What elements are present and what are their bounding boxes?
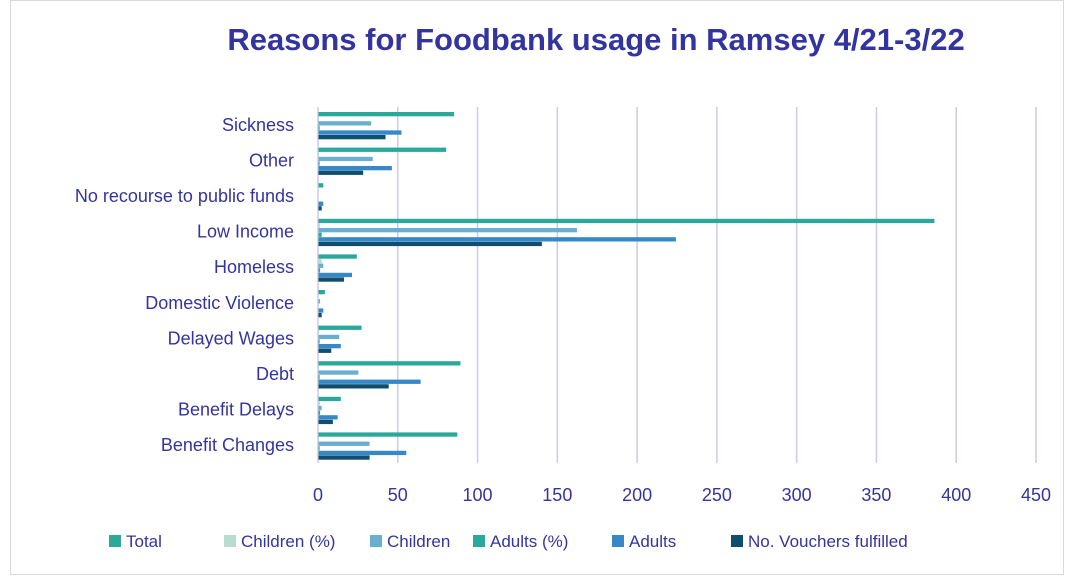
bar (319, 157, 373, 161)
legend-label: Adults (%) (490, 532, 568, 551)
chart-frame: Reasons for Foodbank usage in Ramsey 4/2… (10, 0, 1064, 575)
bar (319, 308, 324, 312)
chart-svg: Reasons for Foodbank usage in Ramsey 4/2… (11, 1, 1065, 576)
category-label: No recourse to public funds (75, 186, 294, 206)
bar (319, 397, 341, 401)
x-tick-label: 250 (702, 485, 732, 505)
bar (319, 313, 322, 317)
legend-swatch (731, 535, 743, 547)
bar (319, 401, 321, 405)
category-label: Debt (256, 364, 294, 384)
bar (319, 455, 370, 459)
bar (319, 161, 320, 165)
bar (319, 344, 341, 348)
bar (319, 242, 542, 246)
bar (319, 228, 577, 232)
x-tick-labels: 0 50 100 150 200 250 300 350 400 450 (313, 485, 1051, 505)
legend: Total Children (%) Children Adults (%) Adult… (109, 532, 908, 551)
bar (319, 254, 357, 258)
x-tick-label: 450 (1021, 485, 1051, 505)
bar (319, 290, 325, 294)
bar (319, 268, 321, 272)
bar (319, 259, 322, 263)
bar (319, 135, 386, 139)
x-tick-label: 150 (542, 485, 572, 505)
bar (319, 384, 389, 388)
legend-swatch (473, 535, 485, 547)
bar (319, 335, 340, 339)
bar (319, 349, 332, 353)
chart-title: Reasons for Foodbank usage in Ramsey 4/2… (227, 22, 964, 57)
bar (319, 148, 447, 152)
x-tick-label: 50 (388, 485, 408, 505)
category-label: Domestic Violence (145, 293, 294, 313)
x-tick-label: 200 (622, 485, 652, 505)
category-label: Benefit Delays (178, 400, 294, 420)
bar (319, 112, 455, 116)
x-tick-label: 300 (782, 485, 812, 505)
bar (319, 171, 364, 175)
category-label: Sickness (222, 115, 294, 135)
category-label: Low Income (197, 222, 294, 242)
legend-label: Children (%) (241, 532, 335, 551)
bar (319, 411, 321, 415)
bar (319, 432, 458, 436)
legend-swatch (370, 535, 382, 547)
bar (319, 420, 333, 424)
bar (319, 442, 370, 446)
bar (319, 264, 324, 268)
x-tick-label: 100 (463, 485, 493, 505)
legend-label: Children (387, 532, 450, 551)
bar (319, 130, 402, 134)
x-tick-label: 0 (313, 485, 323, 505)
bar (319, 406, 322, 410)
bar (319, 206, 322, 210)
bar (319, 299, 321, 303)
bar (319, 126, 320, 130)
bar (319, 237, 676, 241)
bar (319, 273, 353, 277)
legend-label: Adults (629, 532, 676, 551)
legend-label: No. Vouchers fulfilled (748, 532, 908, 551)
bar (319, 121, 372, 125)
bar (319, 326, 362, 330)
legend-label: Total (126, 532, 162, 551)
bar (319, 219, 935, 223)
bar (319, 361, 461, 365)
legend-swatch (224, 535, 236, 547)
category-label: Delayed Wages (168, 328, 294, 348)
bar (319, 166, 392, 170)
grid-layer (318, 107, 1036, 463)
bar (319, 380, 421, 384)
category-label: Benefit Changes (161, 435, 294, 455)
bars-layer (319, 112, 935, 460)
bar (319, 375, 320, 379)
bar (319, 202, 324, 206)
category-labels: Sickness Other No recourse to public funds… (75, 115, 294, 455)
category-label: Homeless (214, 257, 294, 277)
bar (319, 277, 345, 281)
category-label: Other (249, 150, 294, 170)
bar (319, 183, 324, 187)
x-tick-label: 350 (861, 485, 891, 505)
bar (319, 223, 321, 227)
x-tick-label: 400 (941, 485, 971, 505)
bar (319, 451, 407, 455)
legend-swatch (109, 535, 121, 547)
legend-swatch (612, 535, 624, 547)
bar (319, 339, 320, 343)
bar (319, 233, 322, 237)
bar (319, 446, 320, 450)
bar (319, 415, 338, 419)
bar (319, 370, 359, 374)
